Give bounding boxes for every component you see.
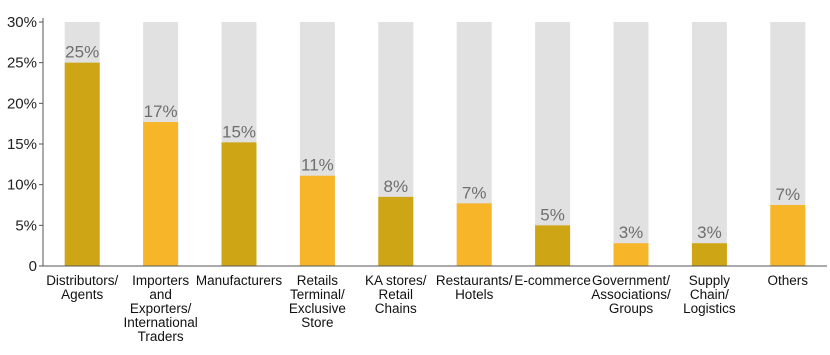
y-tick-label: 10% bbox=[7, 177, 37, 194]
x-tick-label: Distributors/Agents bbox=[46, 273, 118, 302]
bar bbox=[613, 243, 649, 266]
y-tick-label: 20% bbox=[7, 95, 37, 112]
data-label: 7% bbox=[462, 183, 487, 202]
data-label: 5% bbox=[540, 205, 565, 224]
bar bbox=[221, 142, 257, 266]
bar bbox=[64, 62, 100, 266]
data-label: 3% bbox=[697, 223, 722, 242]
y-tick-label: 0 bbox=[29, 258, 37, 275]
background-bar bbox=[691, 22, 727, 266]
bar bbox=[143, 122, 179, 266]
data-label: 15% bbox=[222, 122, 256, 141]
background-bar bbox=[613, 22, 649, 266]
data-labels: 25% 17% 15% 11% 8% 7% 5% 3% 3% 7% bbox=[65, 43, 800, 243]
bar bbox=[456, 203, 492, 266]
bar bbox=[378, 196, 414, 266]
x-tick-label: Importers and Exporters/International Trade… bbox=[123, 273, 197, 344]
data-label: 17% bbox=[144, 102, 178, 121]
x-tick-label: Supply Chain/Logistics bbox=[683, 273, 736, 316]
bar bbox=[299, 175, 335, 266]
bar bbox=[691, 243, 727, 266]
bar bbox=[770, 205, 806, 266]
y-axis: 0 5% 10% 15% 20% 25% 30% bbox=[7, 14, 44, 275]
x-tick-label: Retails Terminal/Exclusive Store bbox=[289, 273, 346, 330]
data-label: 8% bbox=[384, 177, 409, 196]
y-tick-label: 30% bbox=[7, 14, 37, 31]
data-label: 7% bbox=[776, 185, 801, 204]
x-tick-label: E-commerce bbox=[514, 273, 591, 288]
data-label: 3% bbox=[619, 223, 644, 242]
y-tick-label: 5% bbox=[15, 217, 37, 234]
bar bbox=[535, 225, 571, 266]
x-tick-label: Government/Associations/Groups bbox=[591, 273, 671, 316]
y-tick-label: 15% bbox=[7, 136, 37, 153]
data-label: 11% bbox=[301, 156, 334, 175]
x-tick-label: Others bbox=[768, 273, 809, 288]
data-bars bbox=[64, 62, 806, 266]
y-tick-label: 25% bbox=[7, 55, 37, 72]
x-tick-label: KA stores/Retail Chains bbox=[365, 273, 427, 316]
x-tick-label: Manufacturers bbox=[196, 273, 283, 288]
x-tick-label: Restaurants/Hotels bbox=[436, 273, 513, 302]
data-label: 25% bbox=[65, 43, 99, 62]
